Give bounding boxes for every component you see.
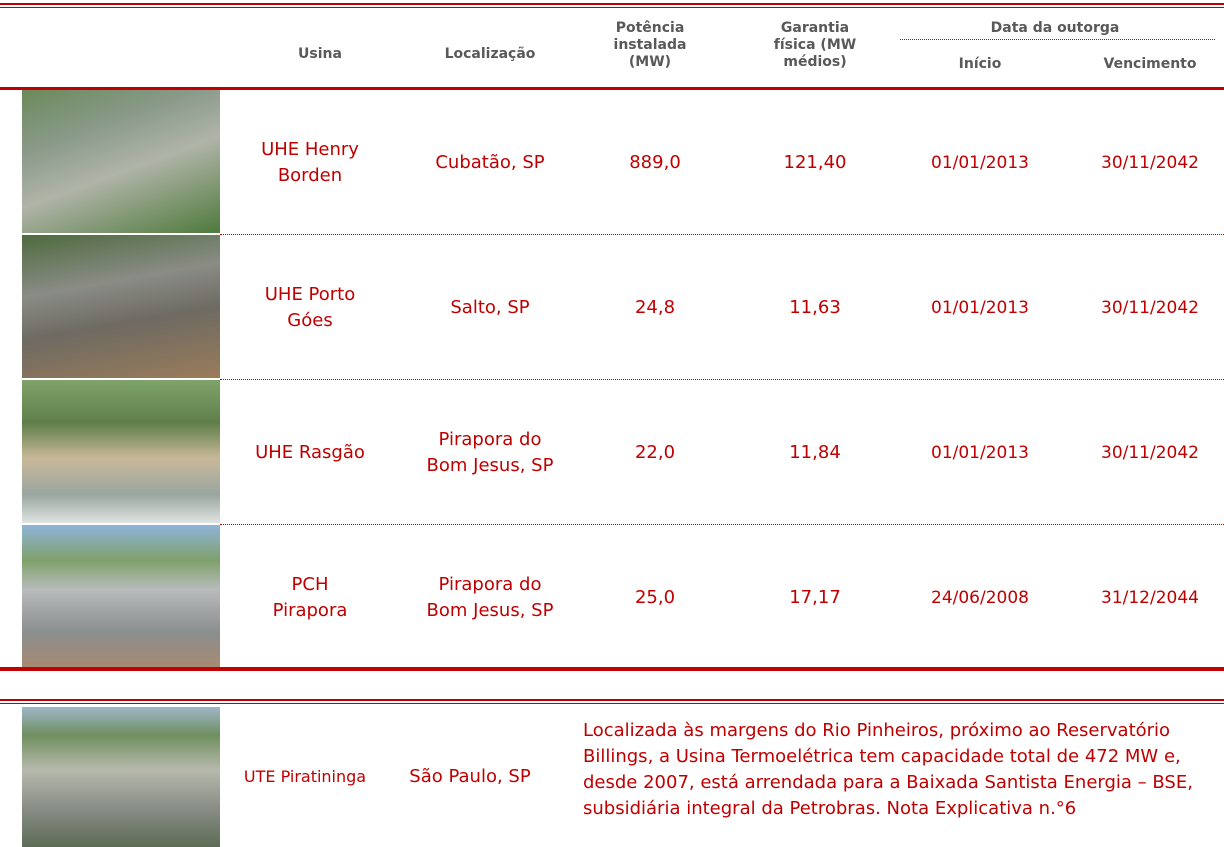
location: Pirapora do Bom Jesus, SP: [420, 380, 560, 525]
usina: PCH Pirapora: [255, 525, 365, 670]
rule: [220, 524, 1224, 525]
power: 25,0: [590, 525, 720, 670]
power: 24,8: [590, 235, 720, 380]
location: Cubatão, SP: [420, 90, 560, 235]
guarantee: 11,63: [750, 235, 880, 380]
col-header: Início: [905, 56, 1055, 73]
photo: [22, 525, 220, 668]
start: 01/01/2013: [900, 235, 1060, 380]
rule: [0, 667, 1224, 671]
power: 22,0: [590, 380, 720, 525]
photo: [22, 235, 220, 378]
photo: [22, 707, 220, 847]
start: 01/01/2013: [900, 380, 1060, 525]
guarantee: 17,17: [750, 525, 880, 670]
col-header: Localização: [410, 46, 570, 63]
usina: UTE Piratininga: [240, 707, 370, 847]
location: Pirapora do Bom Jesus, SP: [420, 525, 560, 670]
usina: UHE Rasgão: [255, 380, 365, 525]
end: 30/11/2042: [1075, 380, 1224, 525]
guarantee: 121,40: [750, 90, 880, 235]
rule: [0, 699, 1224, 701]
col-header: Usina: [220, 46, 420, 63]
rule: [0, 7, 1224, 8]
usina: UHE Porto Góes: [255, 235, 365, 380]
location: São Paulo, SP: [400, 707, 540, 847]
col-header: Vencimento: [1075, 56, 1224, 73]
end: 30/11/2042: [1075, 235, 1224, 380]
col-header: Potência instalada (MW): [600, 20, 700, 71]
guarantee: 11,84: [750, 380, 880, 525]
location: Salto, SP: [420, 235, 560, 380]
end: 31/12/2044: [1075, 525, 1224, 670]
start: 01/01/2013: [900, 90, 1060, 235]
usina: UHE Henry Borden: [255, 90, 365, 235]
photo: [22, 90, 220, 233]
rule: [0, 703, 1224, 704]
rule: [900, 39, 1215, 40]
description: Localizada às margens do Rio Pinheiros, …: [583, 710, 1218, 830]
rule: [0, 3, 1224, 5]
power: 889,0: [590, 90, 720, 235]
col-header: Data da outorga: [900, 20, 1210, 37]
end: 30/11/2042: [1075, 90, 1224, 235]
rule: [220, 234, 1224, 235]
photo: [22, 380, 220, 523]
col-header: Garantia física (MW médios): [765, 20, 865, 71]
start: 24/06/2008: [900, 525, 1060, 670]
rule: [220, 379, 1224, 380]
page: Usina Localização Potência instalada (MW…: [0, 0, 1224, 847]
